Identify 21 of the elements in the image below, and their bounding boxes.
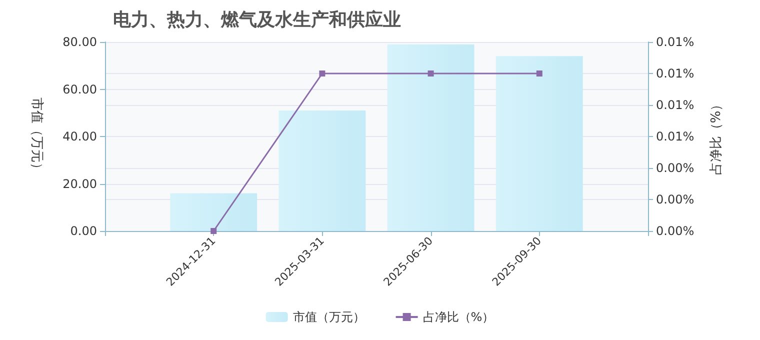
legend-label: 占净比（%） (422, 310, 494, 324)
y-axis-title: 市值（万元） (29, 98, 44, 176)
y2-tick-label: 0.00% (656, 192, 694, 206)
y2-tick-label: 0.01% (656, 66, 694, 80)
y2-axis-title: 占净比（%） (709, 98, 724, 176)
y-tick-label: 0.00 (70, 224, 97, 238)
y-tick-label: 60.00 (62, 82, 97, 96)
y2-tick-label: 0.01% (656, 130, 694, 144)
bar (387, 44, 474, 231)
y2-tick-label: 0.01% (656, 35, 694, 49)
y2-tick-label: 0.00% (656, 224, 694, 238)
y-tick-label: 80.00 (62, 35, 97, 49)
legend-label: 市值（万元） (292, 310, 365, 324)
chart-title: 电力、热力、燃气及水生产和供应业 (113, 10, 401, 30)
y-tick-label: 20.00 (62, 176, 97, 191)
y2-tick-label: 0.01% (656, 98, 694, 112)
bar (496, 56, 583, 231)
bar (278, 110, 366, 231)
y2-tick-label: 0.00% (656, 161, 694, 175)
y-tick-label: 40.00 (62, 130, 97, 144)
bar (170, 193, 258, 231)
